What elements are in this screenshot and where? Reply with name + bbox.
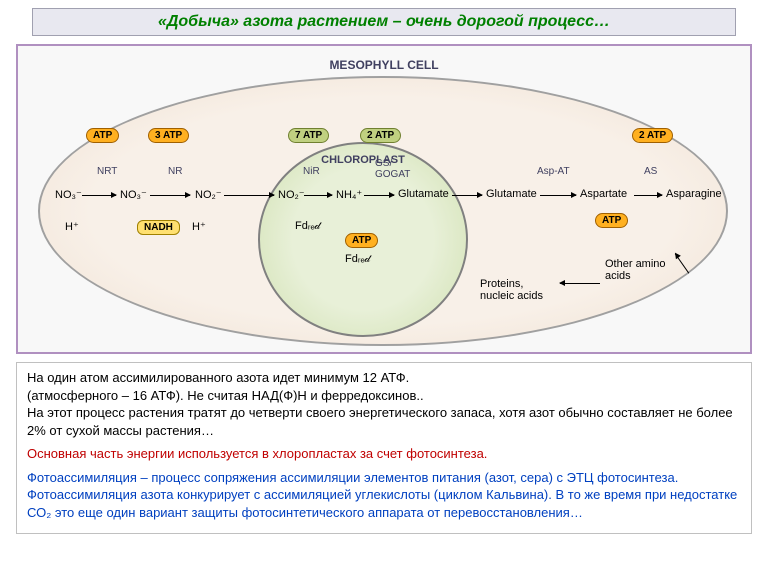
arrow-asn-to-other — [675, 253, 690, 273]
species-glutamate-1: Glutamate — [398, 188, 449, 200]
enzyme-nrt: NRT — [97, 166, 117, 177]
species-glutamate-2: Glutamate — [486, 188, 537, 200]
arrow-1 — [82, 195, 116, 196]
species-no3-out: NO₃⁻ — [55, 188, 82, 201]
arrow-3 — [224, 195, 274, 196]
enzyme-aspat: Asp-AT — [537, 166, 570, 177]
species-no2-chl: NO₂⁻ — [278, 188, 305, 201]
atp-badge-1: ATP — [86, 128, 119, 143]
species-other-amino: Other amino acids — [605, 258, 666, 282]
species-aspartate: Aspartate — [580, 188, 627, 200]
bottom-text-block: На один атом ассимилированного азота иде… — [16, 362, 752, 534]
species-hplus-1: H⁺ — [65, 220, 79, 233]
arrow-8 — [634, 195, 662, 196]
species-asparagine: Asparagine — [666, 188, 722, 200]
text-p1b: (атмосферного – 16 АТФ). Не считая НАД(Ф… — [27, 388, 424, 403]
enzyme-gsgogat: GS/ GOGAT — [375, 158, 410, 180]
enzyme-as: AS — [644, 166, 657, 177]
text-p1c: На этот процесс растения тратят до четве… — [27, 405, 733, 438]
enzyme-nr: NR — [168, 166, 182, 177]
arrow-other-to-proteins — [560, 283, 600, 284]
arrow-5 — [364, 195, 394, 196]
atp-badge-7: ATP — [595, 213, 628, 228]
diagram-panel: MESOPHYLL CELL CHLOROPLAST ATP 3 ATP 7 A… — [16, 44, 752, 354]
arrow-4 — [304, 195, 332, 196]
text-p3a: Фотоассимиляция — [27, 470, 137, 485]
mesophyll-label: MESOPHYLL CELL — [329, 58, 438, 72]
species-no2-cyt: NO₂⁻ — [195, 188, 222, 201]
page-title: «Добыча» азота растением – очень дорогой… — [32, 8, 736, 36]
arrow-7 — [540, 195, 576, 196]
atp-badge-3: 7 ATP — [288, 128, 329, 143]
atp-badge-2: 3 ATP — [148, 128, 189, 143]
species-nh4: NH₄⁺ — [336, 188, 362, 201]
text-p2: Основная часть энергии используется в хл… — [27, 445, 741, 463]
atp-badge-6: 2 ATP — [632, 128, 673, 143]
text-p1a: На один атом ассимилированного азота иде… — [27, 370, 409, 385]
species-fdred-2: Fdᵣₑ𝒹 — [345, 253, 370, 266]
nadh-badge: NADH — [137, 220, 180, 235]
species-hplus-2: H⁺ — [192, 220, 206, 233]
enzyme-nir: NiR — [303, 166, 320, 177]
arrow-2 — [150, 195, 190, 196]
arrow-6 — [452, 195, 482, 196]
atp-badge-5: ATP — [345, 233, 378, 248]
atp-badge-4: 2 ATP — [360, 128, 401, 143]
species-fdred-1: Fdᵣₑ𝒹 — [295, 220, 320, 233]
species-proteins: Proteins, nucleic acids — [480, 278, 543, 302]
species-no3-in: NO₃⁻ — [120, 188, 147, 201]
mesophyll-cell: CHLOROPLAST ATP 3 ATP 7 ATP 2 ATP ATP 2 … — [38, 76, 728, 346]
